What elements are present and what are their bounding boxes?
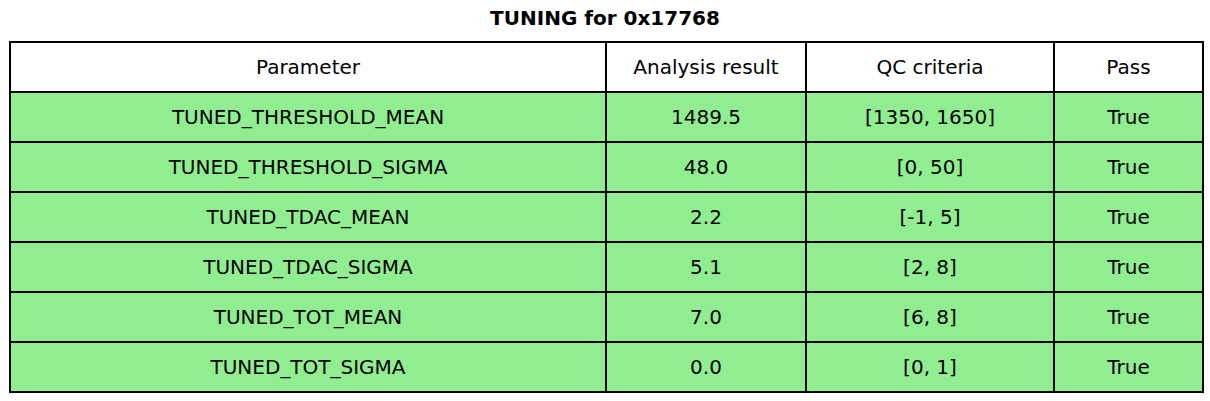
cell-pass: True bbox=[1054, 142, 1203, 192]
table-row: TUNED_THRESHOLD_SIGMA 48.0 [0, 50] True bbox=[10, 142, 1203, 192]
table-row: TUNED_THRESHOLD_MEAN 1489.5 [1350, 1650]… bbox=[10, 92, 1203, 142]
cell-parameter: TUNED_TOT_MEAN bbox=[10, 292, 606, 342]
cell-pass: True bbox=[1054, 342, 1203, 392]
qc-report-figure: TUNING for 0x17768 Parameter Analysis re… bbox=[0, 0, 1210, 401]
cell-analysis-result: 7.0 bbox=[606, 292, 806, 342]
cell-parameter: TUNED_TDAC_MEAN bbox=[10, 192, 606, 242]
cell-qc-criteria: [2, 8] bbox=[806, 242, 1054, 292]
cell-qc-criteria: [1350, 1650] bbox=[806, 92, 1054, 142]
cell-pass: True bbox=[1054, 92, 1203, 142]
table-row: TUNED_TOT_MEAN 7.0 [6, 8] True bbox=[10, 292, 1203, 342]
cell-parameter: TUNED_THRESHOLD_MEAN bbox=[10, 92, 606, 142]
cell-qc-criteria: [6, 8] bbox=[806, 292, 1054, 342]
cell-parameter: TUNED_THRESHOLD_SIGMA bbox=[10, 142, 606, 192]
cell-pass: True bbox=[1054, 292, 1203, 342]
cell-qc-criteria: [0, 50] bbox=[806, 142, 1054, 192]
cell-analysis-result: 2.2 bbox=[606, 192, 806, 242]
cell-qc-criteria: [0, 1] bbox=[806, 342, 1054, 392]
qc-results-table: Parameter Analysis result QC criteria Pa… bbox=[9, 41, 1204, 393]
cell-parameter: TUNED_TOT_SIGMA bbox=[10, 342, 606, 392]
cell-qc-criteria: [-1, 5] bbox=[806, 192, 1054, 242]
cell-pass: True bbox=[1054, 242, 1203, 292]
figure-title: TUNING for 0x17768 bbox=[0, 4, 1210, 32]
cell-analysis-result: 1489.5 bbox=[606, 92, 806, 142]
cell-pass: True bbox=[1054, 192, 1203, 242]
table-row: TUNED_TDAC_SIGMA 5.1 [2, 8] True bbox=[10, 242, 1203, 292]
column-header-analysis-result: Analysis result bbox=[606, 42, 806, 92]
cell-parameter: TUNED_TDAC_SIGMA bbox=[10, 242, 606, 292]
cell-analysis-result: 0.0 bbox=[606, 342, 806, 392]
cell-analysis-result: 5.1 bbox=[606, 242, 806, 292]
table-header-row: Parameter Analysis result QC criteria Pa… bbox=[10, 42, 1203, 92]
table-row: TUNED_TDAC_MEAN 2.2 [-1, 5] True bbox=[10, 192, 1203, 242]
column-header-pass: Pass bbox=[1054, 42, 1203, 92]
column-header-qc-criteria: QC criteria bbox=[806, 42, 1054, 92]
cell-analysis-result: 48.0 bbox=[606, 142, 806, 192]
table-row: TUNED_TOT_SIGMA 0.0 [0, 1] True bbox=[10, 342, 1203, 392]
column-header-parameter: Parameter bbox=[10, 42, 606, 92]
